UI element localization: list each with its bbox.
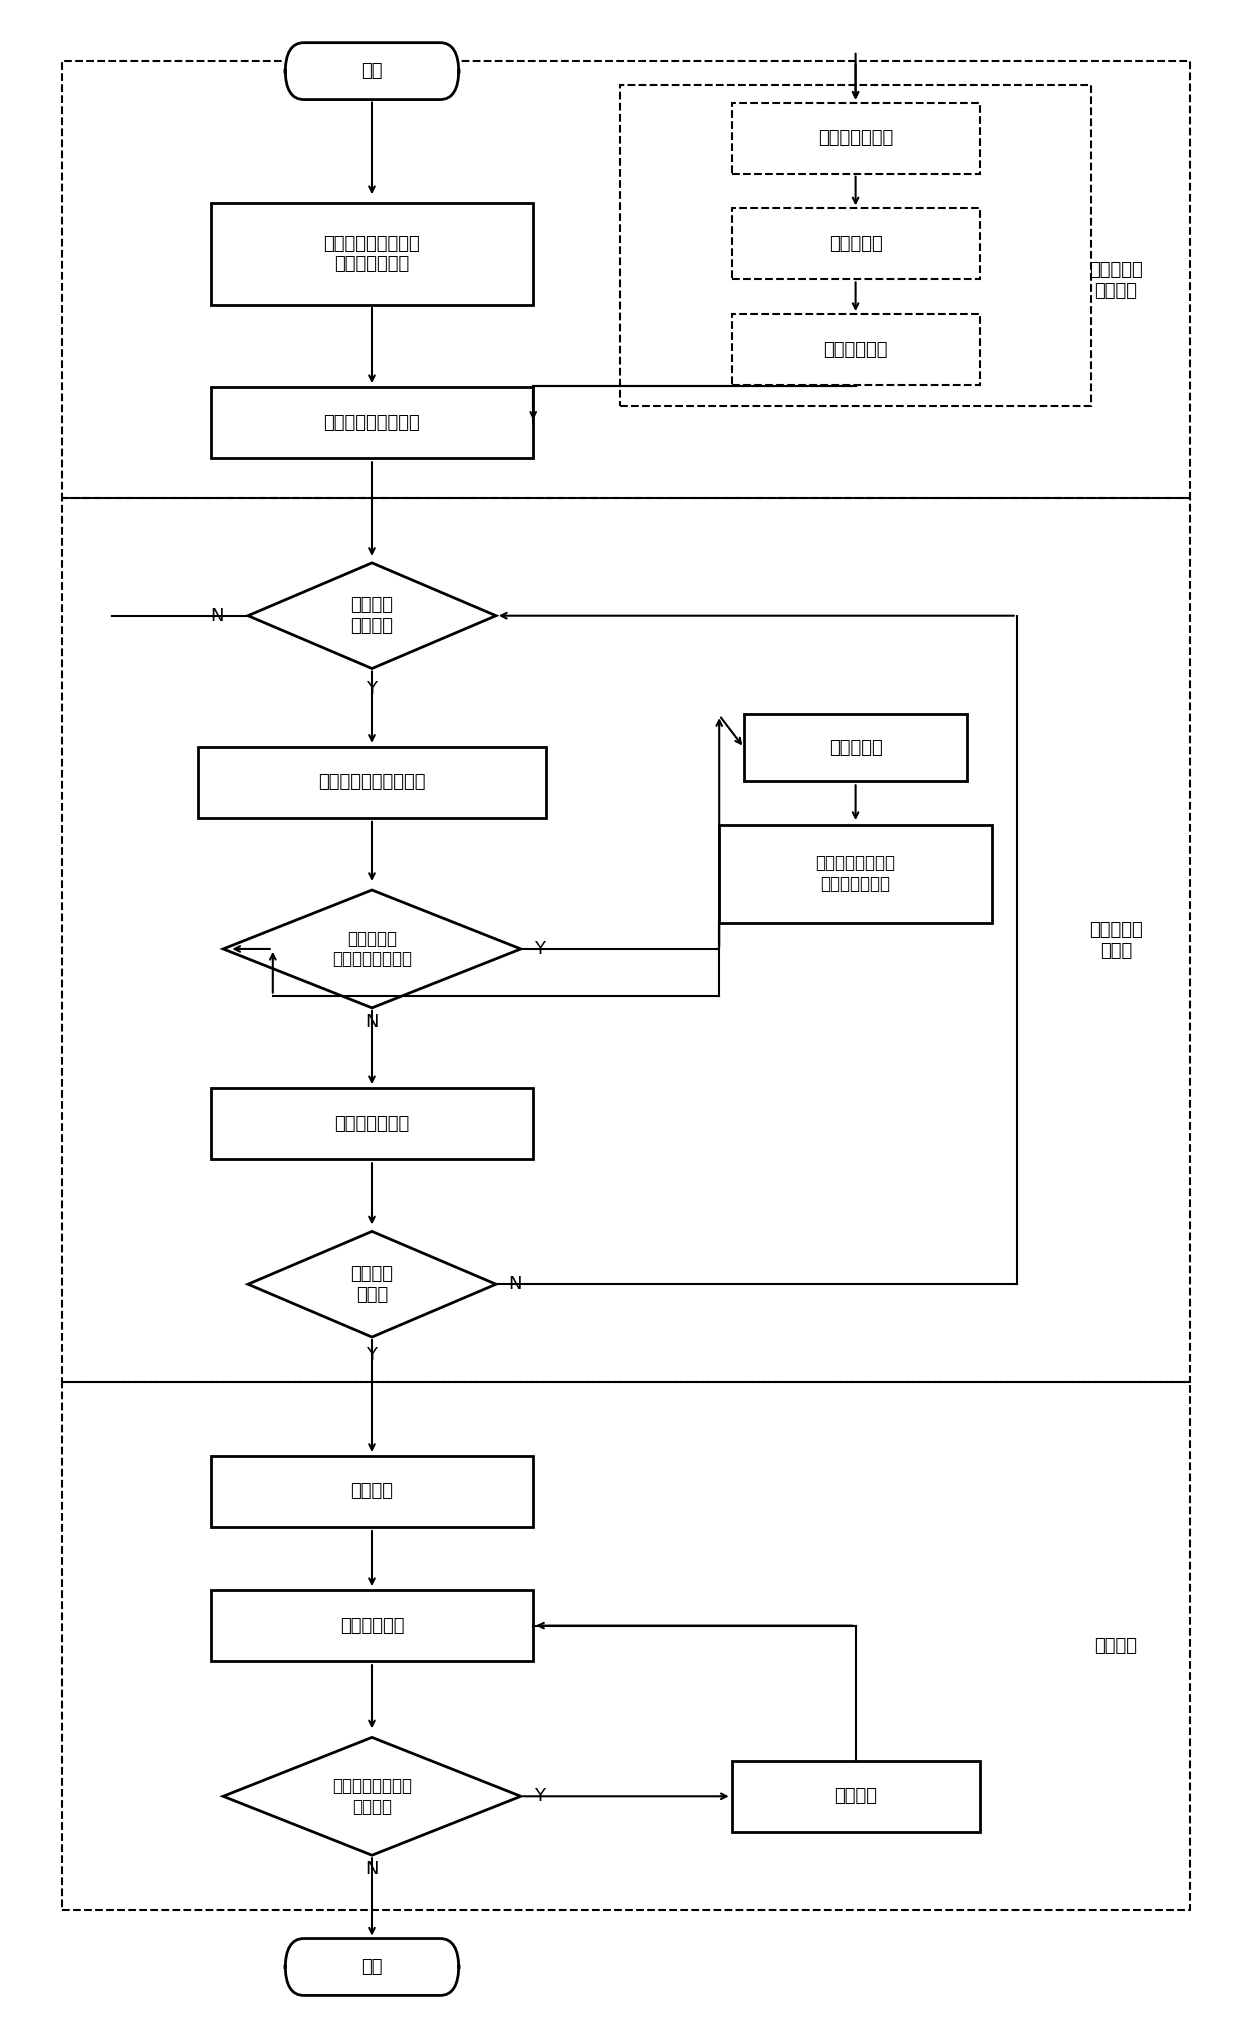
FancyBboxPatch shape bbox=[285, 43, 459, 100]
Bar bbox=[732, 1760, 980, 1833]
Polygon shape bbox=[223, 1737, 521, 1855]
Text: 球体八叉树模型: 球体八叉树模型 bbox=[818, 130, 893, 146]
Bar bbox=[719, 825, 992, 923]
Text: 是否小于
迭代上限: 是否小于 迭代上限 bbox=[351, 595, 393, 636]
Bar bbox=[732, 313, 980, 386]
Text: 路径样条光顺: 路径样条光顺 bbox=[340, 1617, 404, 1634]
Bar bbox=[211, 386, 533, 457]
Polygon shape bbox=[223, 890, 521, 1008]
Text: 计算下一步位置: 计算下一步位置 bbox=[335, 1116, 409, 1132]
Text: 是否到达
目标点: 是否到达 目标点 bbox=[351, 1264, 393, 1305]
Text: 构造障碍物球树模型: 构造障碍物球树模型 bbox=[324, 415, 420, 431]
Bar bbox=[62, 61, 1190, 498]
Text: Y: Y bbox=[367, 681, 377, 697]
Text: 计算引力、斥力及合力: 计算引力、斥力及合力 bbox=[319, 774, 425, 790]
Text: Y: Y bbox=[367, 1347, 377, 1363]
Text: 路径重构: 路径重构 bbox=[835, 1788, 877, 1804]
Bar bbox=[211, 1089, 533, 1158]
Bar bbox=[732, 207, 980, 278]
Text: 人工势场模
型搭建: 人工势场模 型搭建 bbox=[1089, 920, 1143, 961]
Bar bbox=[732, 102, 980, 173]
Text: 轨迹光顺: 轨迹光顺 bbox=[1095, 1638, 1137, 1654]
Text: 障碍物球树
模型构造: 障碍物球树 模型构造 bbox=[1089, 260, 1143, 301]
FancyBboxPatch shape bbox=[285, 1939, 459, 1995]
Text: 虚拟目标点: 虚拟目标点 bbox=[828, 740, 883, 756]
Text: N: N bbox=[366, 1861, 378, 1878]
Text: 计算虚拟目标点引
力、斥力及合力: 计算虚拟目标点引 力、斥力及合力 bbox=[816, 853, 895, 894]
Polygon shape bbox=[248, 1231, 496, 1337]
Text: 初始化机器人，目标
点，障碍物位置: 初始化机器人，目标 点，障碍物位置 bbox=[324, 234, 420, 274]
Text: 路径压缩: 路径压缩 bbox=[351, 1483, 393, 1500]
Bar bbox=[744, 713, 967, 780]
Text: N: N bbox=[366, 1014, 378, 1030]
Text: Y: Y bbox=[534, 1788, 544, 1804]
Bar bbox=[211, 1457, 533, 1528]
Text: 路径是否与障碍物
发生碰撞: 路径是否与障碍物 发生碰撞 bbox=[332, 1776, 412, 1817]
Polygon shape bbox=[248, 563, 496, 669]
Text: N: N bbox=[211, 608, 223, 624]
Text: 结束: 结束 bbox=[361, 1959, 383, 1975]
Text: 修剪空球体: 修剪空球体 bbox=[828, 236, 883, 252]
Bar bbox=[620, 85, 1091, 406]
Bar bbox=[211, 1589, 533, 1662]
Bar bbox=[198, 746, 546, 817]
Text: 修剪冗余球体: 修剪冗余球体 bbox=[823, 341, 888, 358]
Text: 是否陷入局
部极小点或震荡区: 是否陷入局 部极小点或震荡区 bbox=[332, 929, 412, 969]
Text: N: N bbox=[508, 1276, 521, 1292]
Text: Y: Y bbox=[534, 941, 544, 957]
Bar bbox=[62, 1382, 1190, 1910]
Bar bbox=[211, 203, 533, 305]
Bar bbox=[62, 498, 1190, 1382]
Text: 开始: 开始 bbox=[361, 63, 383, 79]
